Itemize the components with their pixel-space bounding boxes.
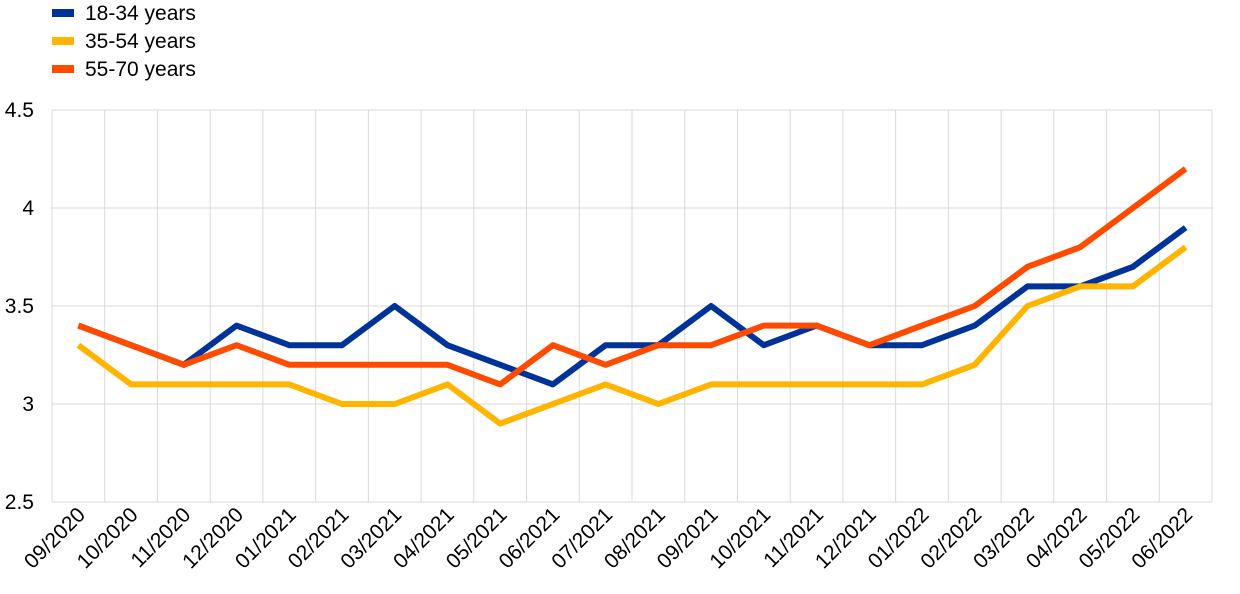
y-tick-label: 4 <box>22 197 34 220</box>
legend-swatch <box>52 37 74 45</box>
series-line-55-70-years <box>77 166 1188 388</box>
legend-label: 35-54 years <box>85 30 196 53</box>
legend: 18-34 years 35-54 years 55-70 years <box>52 2 196 81</box>
legend-swatch <box>52 9 74 17</box>
legend-label: 18-34 years <box>85 2 196 25</box>
series-lines <box>76 166 1188 427</box>
x-axis: 09/202010/202011/202012/202001/202102/20… <box>20 503 1197 573</box>
series-line-35-54-years <box>76 244 1188 427</box>
legend-label: 55-70 years <box>85 58 196 81</box>
y-tick-label: 4.5 <box>5 99 34 122</box>
legend-swatch <box>52 65 74 73</box>
series-line-18-34-years <box>77 225 1188 388</box>
gridlines <box>51 109 1213 503</box>
y-tick-label: 3 <box>22 393 34 416</box>
y-tick-label: 2.5 <box>5 491 34 514</box>
y-axis: 2.5 3 3.5 4 4.5 <box>5 99 35 514</box>
y-tick-label: 3.5 <box>5 295 34 318</box>
